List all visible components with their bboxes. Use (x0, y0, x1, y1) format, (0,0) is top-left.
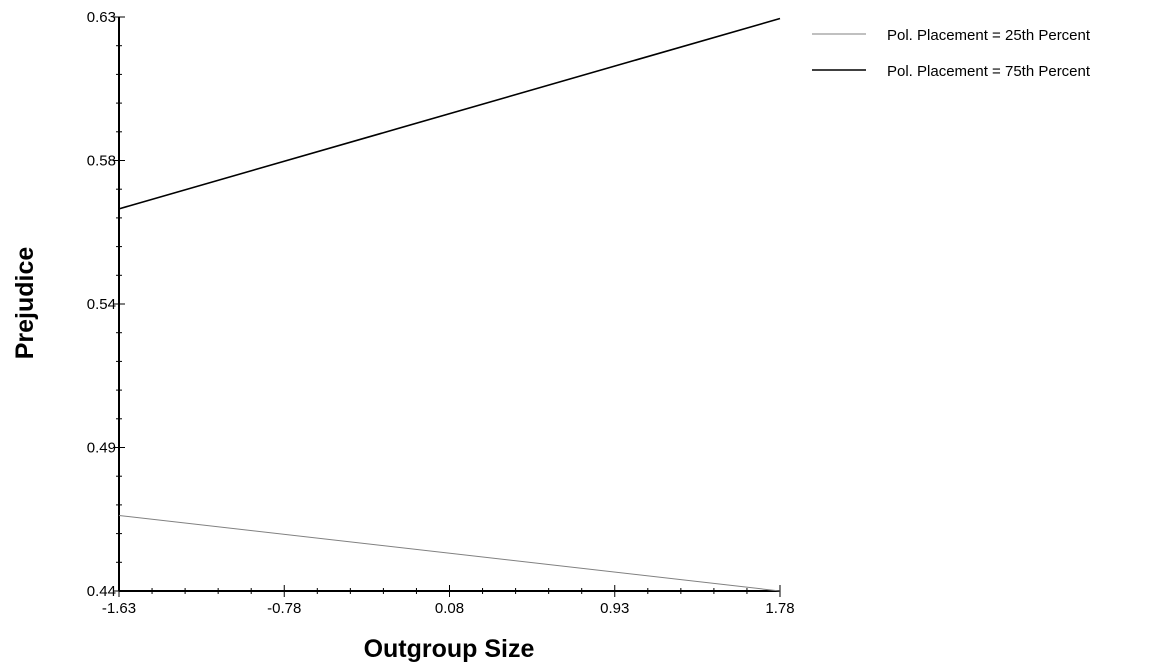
x-tick-label: -1.63 (102, 600, 136, 617)
legend-entry-25th: Pol. Placement = 25th Percent (812, 27, 1091, 44)
y-axis: 0.44 0.49 0.54 0.58 0.63 (87, 9, 125, 600)
series-line-25th (118, 514, 781, 592)
legend-label-25th: Pol. Placement = 25th Percent (887, 27, 1091, 44)
y-tick-label: 0.49 (87, 440, 116, 457)
y-tick-label: 0.63 (87, 9, 116, 26)
legend-entry-75th: Pol. Placement = 75th Percent (812, 63, 1091, 80)
x-tick-label: 1.78 (765, 600, 794, 617)
y-tick-label: 0.44 (87, 583, 116, 600)
legend: Pol. Placement = 25th Percent Pol. Place… (812, 27, 1091, 80)
legend-label-75th: Pol. Placement = 75th Percent (887, 63, 1091, 80)
series-line-75th (118, 17, 781, 210)
plot-area (118, 17, 781, 592)
y-tick-label: 0.58 (87, 153, 116, 170)
x-tick-label: 0.08 (435, 600, 464, 617)
y-axis-title: Prejudice (11, 247, 39, 360)
x-axis-title: Outgroup Size (364, 635, 535, 663)
x-tick-label: 0.93 (600, 600, 629, 617)
x-tick-label: -0.78 (267, 600, 301, 617)
x-axis: -1.63 -0.78 0.08 0.93 1.78 (102, 585, 795, 617)
y-tick-label: 0.54 (87, 296, 116, 313)
